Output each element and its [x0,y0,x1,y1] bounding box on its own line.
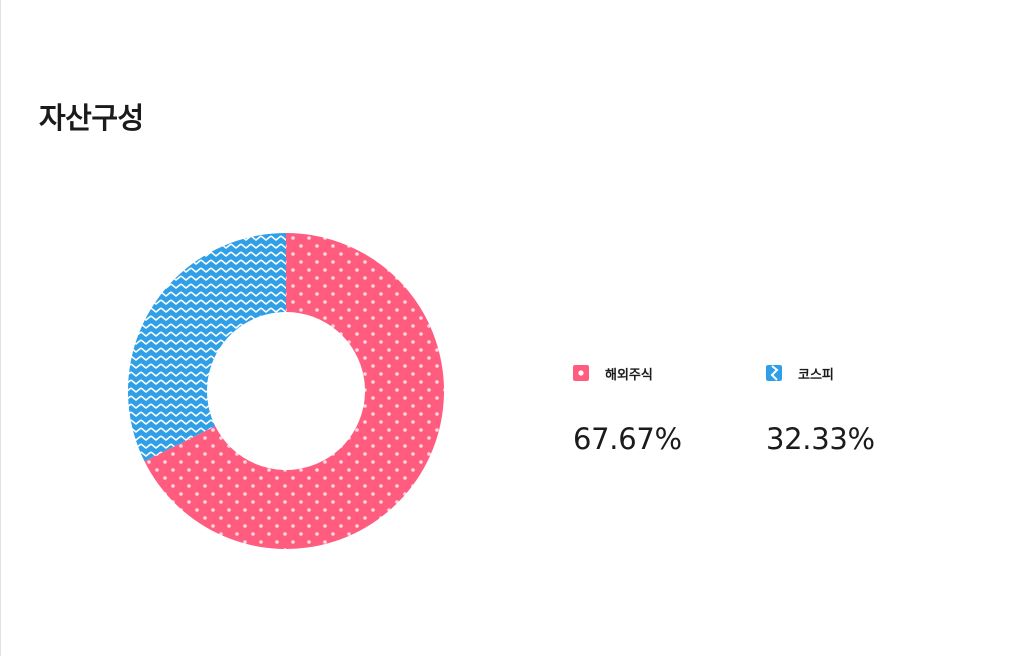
donut-slice-1[interactable] [128,233,286,462]
legend-swatch-overseas-stocks [573,365,589,381]
legend-label: 코스피 [798,367,834,383]
legend-swatch-kospi [766,365,782,381]
donut-chart [128,233,444,549]
page-title: 자산구성 [39,101,144,135]
legend-value: 32.33% [766,422,875,456]
legend-item-kospi: 코스피 32.33% [766,362,875,456]
legend-value: 67.67% [573,422,682,456]
donut-slice-0[interactable] [144,233,444,549]
legend-label: 해외주식 [605,367,653,383]
legend-item-overseas-stocks: 해외주식 67.67% [573,362,682,456]
